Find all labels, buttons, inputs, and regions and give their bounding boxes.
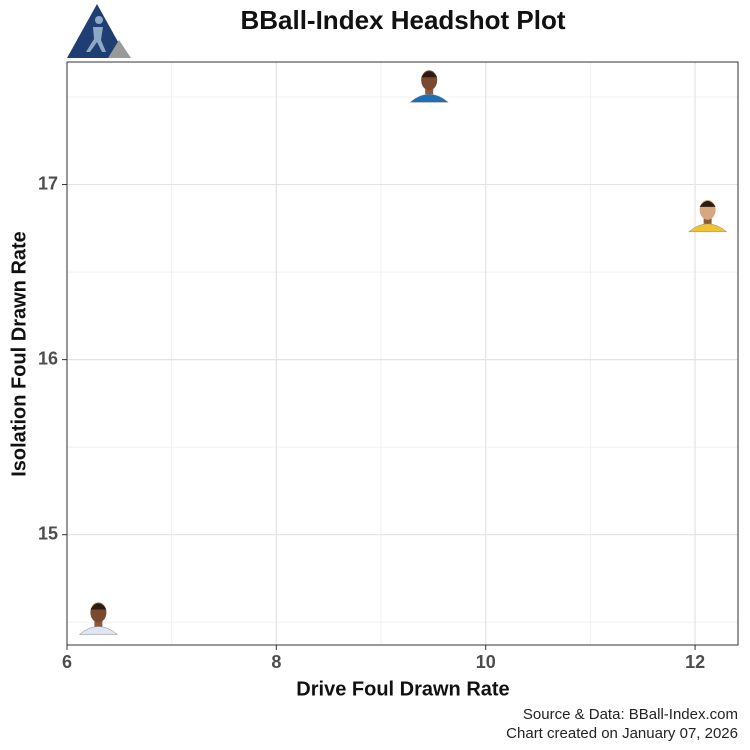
y-tick-label: 16	[38, 348, 58, 368]
caption: Chart created on January 07, 2026	[506, 725, 738, 742]
jersey	[687, 223, 728, 233]
headshot	[78, 602, 119, 635]
y-axis-label: Isolation Foul Drawn Rate	[8, 231, 30, 477]
x-axis-label: Drive Foul Drawn Rate	[296, 678, 509, 700]
chart-title: BBall-Index Headshot Plot	[240, 5, 565, 35]
plot-border	[66, 61, 739, 646]
logo	[67, 4, 131, 58]
hair	[699, 200, 716, 207]
headshot	[409, 70, 449, 103]
x-tick-label: 10	[476, 652, 496, 672]
jersey	[78, 626, 119, 635]
caption: Source & Data: BBall-Index.com	[523, 706, 738, 723]
x-tick-label: 12	[685, 652, 705, 672]
x-tick-label: 6	[62, 652, 72, 672]
hair	[421, 71, 438, 78]
y-tick-label: 17	[38, 173, 58, 193]
y-tick-label: 15	[38, 523, 58, 543]
headshot	[687, 199, 728, 233]
hair	[90, 603, 107, 610]
jersey	[409, 94, 449, 103]
x-tick-label: 8	[271, 652, 281, 672]
